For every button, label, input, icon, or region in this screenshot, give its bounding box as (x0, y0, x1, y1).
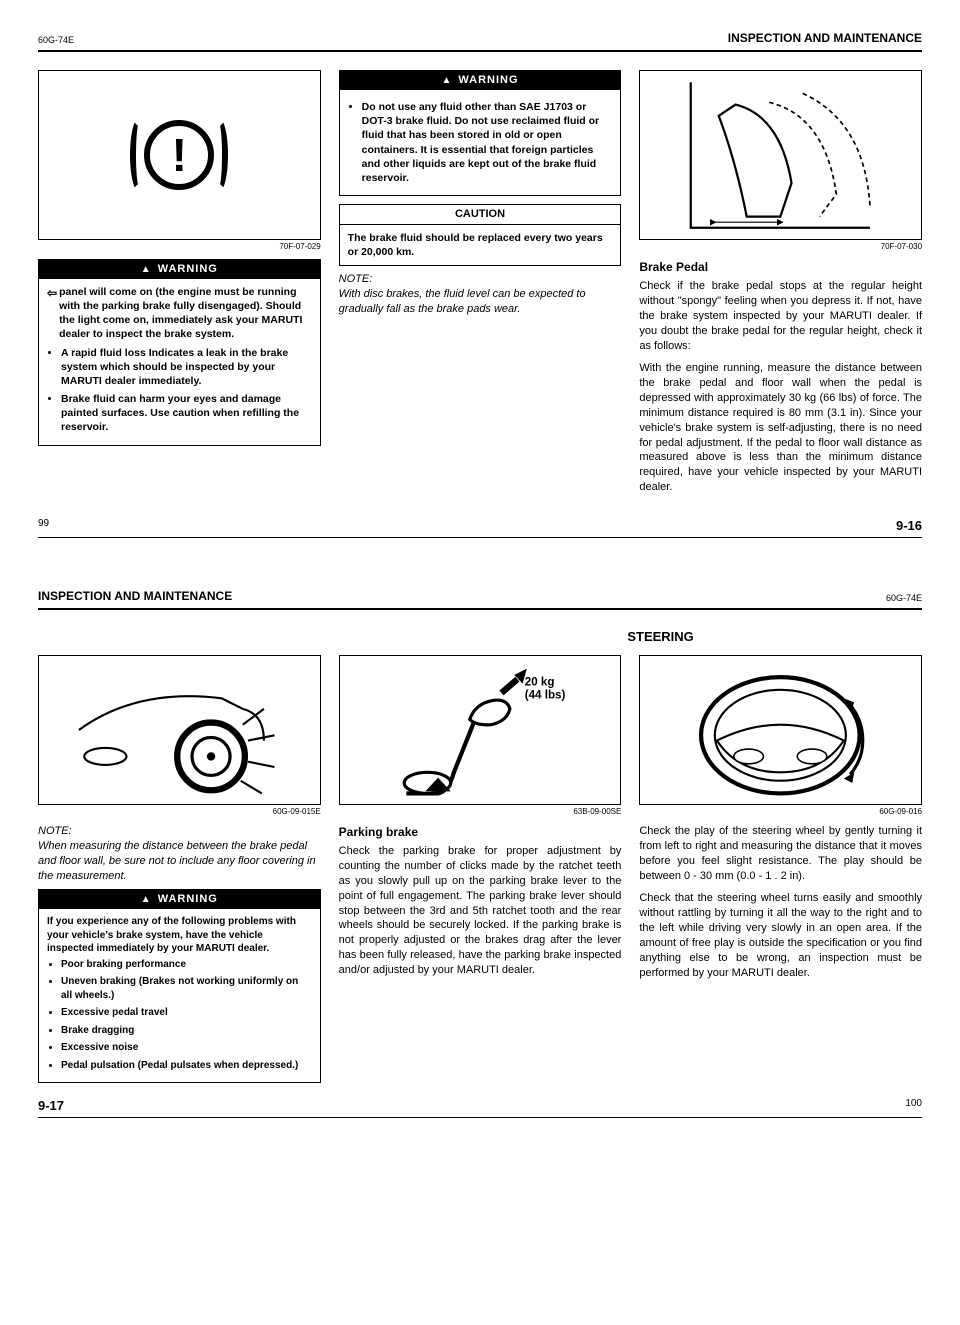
header-rule (38, 608, 922, 610)
caution-box: CAUTION The brake fluid should be replac… (339, 204, 622, 266)
body-text: Check the play of the steering wheel by … (639, 824, 922, 883)
column-2: 20 kg (44 lbs) 63B-09-00SE Parking brake… (339, 655, 622, 1083)
warning-header: WARNING (39, 260, 320, 279)
footer-right: 9-16 (896, 517, 922, 535)
header-row: INSPECTION AND MAINTENANCE 60G-74E (38, 588, 922, 604)
footer-left: 9-17 (38, 1097, 64, 1115)
note-label: NOTE: (38, 824, 321, 839)
wheel-noise-figure (38, 655, 321, 805)
column-1: ! 70F-07-029 WARNING ⇦ panel will come o… (38, 70, 321, 503)
note-body: When measuring the distance between the … (38, 839, 321, 884)
figure-caption: 63B-09-00SE (339, 807, 622, 818)
body-text: Check that the steering wheel turns easi… (639, 891, 922, 980)
figure-caption: 60G-09-015E (38, 807, 321, 818)
header-left-code: 60G-74E (38, 34, 74, 46)
header-left-title: INSPECTION AND MAINTENANCE (38, 588, 232, 604)
warning-box-2: WARNING Do not use any fluid other than … (339, 70, 622, 196)
header-rule (38, 50, 922, 52)
brake-warning-icon: ! (134, 110, 224, 200)
figure-caption: 60G-09-016 (639, 807, 922, 818)
warning-bullet: Do not use any fluid other than SAE J170… (362, 100, 613, 185)
warning-bullet: Pedal pulsation (Pedal pulsates when dep… (61, 1059, 312, 1073)
warning-bullet: Excessive pedal travel (61, 1006, 312, 1020)
warning-box: WARNING If you experience any of the fol… (38, 889, 321, 1083)
columns: ! 70F-07-029 WARNING ⇦ panel will come o… (38, 70, 922, 503)
warning-text: panel will come on (the engine must be r… (59, 285, 312, 342)
footer-right: 100 (905, 1097, 922, 1115)
brake-warning-light-figure: ! (38, 70, 321, 240)
warning-bullet: Poor braking performance (61, 958, 312, 972)
footer-row: 9-17 100 (38, 1097, 922, 1115)
columns: 60G-09-015E NOTE: When measuring the dis… (38, 655, 922, 1083)
steering-wheel-svg (640, 656, 921, 804)
warning-bullet: Excessive noise (61, 1041, 312, 1055)
column-3: 70F-07-030 Brake Pedal Check if the brak… (639, 70, 922, 503)
footer-row: 99 9-16 (38, 517, 922, 535)
page-lower: INSPECTION AND MAINTENANCE 60G-74E STEER… (0, 558, 960, 1138)
column-1: 60G-09-015E NOTE: When measuring the dis… (38, 655, 321, 1083)
figure-caption: 70F-07-029 (38, 242, 321, 253)
body-text: Check the parking brake for proper adjus… (339, 844, 622, 978)
footer-left: 99 (38, 517, 49, 535)
warning-header: WARNING (340, 71, 621, 90)
warning-bullet: Brake fluid can harm your eyes and damag… (61, 392, 312, 435)
header-right-title: INSPECTION AND MAINTENANCE (728, 30, 922, 46)
parking-brake-figure: 20 kg (44 lbs) (339, 655, 622, 805)
steering-title-row: STEERING (38, 628, 922, 656)
warning-bullet: A rapid fluid loss Indicates a leak in t… (61, 346, 312, 389)
column-3: 60G-09-016 Check the play of the steerin… (639, 655, 922, 1083)
parking-brake-heading: Parking brake (339, 824, 622, 840)
header-row: 60G-74E INSPECTION AND MAINTENANCE (38, 30, 922, 46)
warning-bullet: Brake dragging (61, 1024, 312, 1038)
figure-caption: 70F-07-030 (639, 242, 922, 253)
note-label: NOTE: (339, 272, 622, 287)
wheel-noise-svg (39, 656, 320, 804)
footer-rule (38, 1117, 922, 1118)
warning-bullet: Uneven braking (Brakes not working unifo… (61, 975, 312, 1002)
note-body: With disc brakes, the fluid level can be… (339, 287, 622, 317)
warning-box-1: WARNING ⇦ panel will come on (the engine… (38, 259, 321, 446)
page-upper: 60G-74E INSPECTION AND MAINTENANCE ! 70F… (0, 0, 960, 558)
column-2: WARNING Do not use any fluid other than … (339, 70, 622, 503)
warning-lead: If you experience any of the following p… (47, 915, 312, 956)
brake-pedal-heading: Brake Pedal (639, 259, 922, 275)
caution-header: CAUTION (340, 205, 621, 225)
warning-header: WARNING (39, 890, 320, 909)
warning-body: If you experience any of the following p… (39, 909, 320, 1082)
warning-body: Do not use any fluid other than SAE J170… (340, 90, 621, 195)
steering-heading: STEERING (627, 628, 922, 646)
brake-pedal-figure (639, 70, 922, 240)
continuation-arrow-icon: ⇦ (47, 285, 57, 342)
warning-body: ⇦ panel will come on (the engine must be… (39, 279, 320, 445)
footer-rule (38, 537, 922, 538)
body-text: With the engine running, measure the dis… (639, 361, 922, 495)
steering-wheel-figure (639, 655, 922, 805)
brake-pedal-svg (640, 71, 921, 239)
caution-body: The brake fluid should be replaced every… (340, 225, 621, 265)
force-label-2: (44 lbs) (524, 689, 565, 702)
body-text: Check if the brake pedal stops at the re… (639, 279, 922, 353)
parking-brake-svg: 20 kg (44 lbs) (340, 656, 621, 804)
force-label-1: 20 kg (524, 676, 554, 689)
header-right-code: 60G-74E (886, 592, 922, 604)
